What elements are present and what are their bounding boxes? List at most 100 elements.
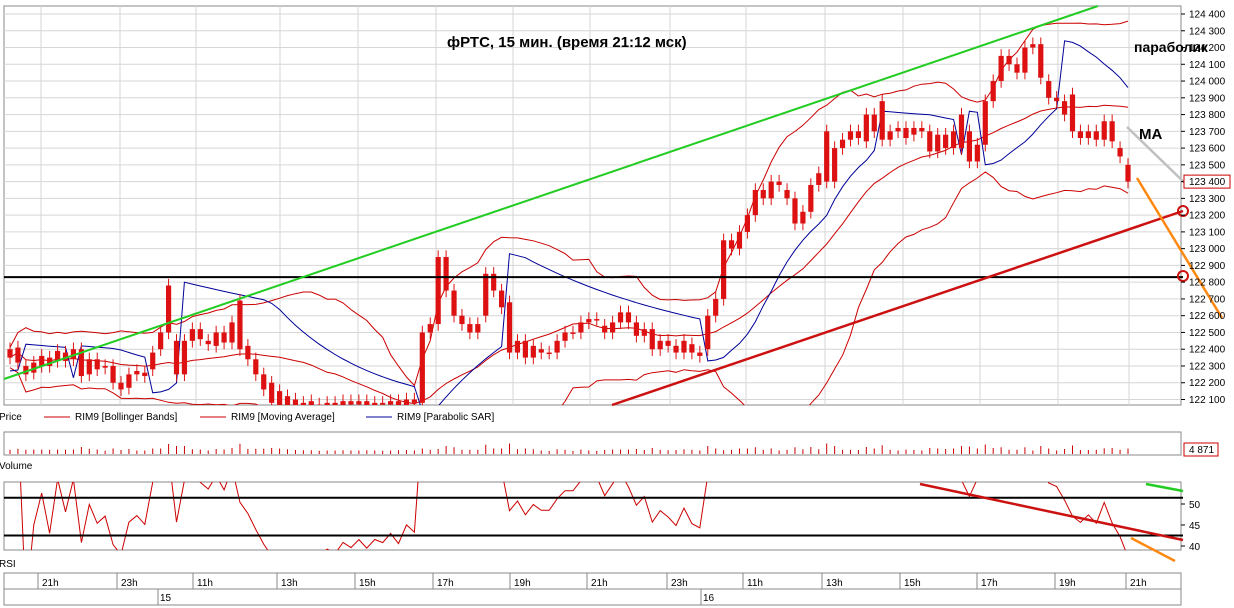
y-tick-label: 123 500 (1189, 160, 1226, 171)
y-tick-label: 123 600 (1189, 144, 1226, 155)
candle-body (324, 402, 330, 405)
y-tick-label: 123 100 (1189, 227, 1226, 238)
candle-body (1038, 44, 1044, 78)
candle-body (1046, 81, 1052, 98)
candle-body (871, 114, 877, 132)
bollinger-lower-line (9, 171, 1129, 405)
candle-body (602, 325, 608, 333)
legend-label: Price (0, 412, 22, 423)
candle-body (308, 401, 314, 405)
candle-body (824, 131, 830, 182)
candle-body (522, 340, 528, 358)
candle-body (752, 189, 758, 216)
red-target-marker (1177, 205, 1189, 217)
rsi-tick-label: 50 (1189, 500, 1201, 511)
candle-body (165, 285, 172, 333)
candle-body (229, 322, 235, 343)
candle-body (808, 184, 814, 212)
time-tick-label: 17h (981, 578, 998, 589)
candle-body (919, 127, 925, 132)
legend-label: RIM9 [Parabolic SAR] (397, 412, 494, 423)
y-tick-label: 122 300 (1189, 361, 1226, 372)
moving-average-line (9, 104, 1129, 405)
candle-body (1006, 55, 1012, 65)
candle-body (1117, 148, 1123, 157)
candle-body (197, 329, 203, 340)
candle-body (181, 340, 188, 375)
time-tick-label: 11h (747, 578, 763, 589)
candle-body (86, 359, 92, 375)
candle-body (863, 114, 869, 142)
candle-body (189, 329, 195, 341)
time-tick-label: 21h (1130, 578, 1147, 589)
candle-body (530, 345, 536, 358)
candle-body (467, 324, 473, 333)
candles (7, 37, 1131, 405)
legend-label: RIM9 [Bollinger Bands] (75, 412, 177, 423)
candle-body (792, 198, 798, 224)
candle-body (895, 127, 901, 132)
candle-body (1109, 121, 1115, 142)
candle-body (23, 365, 29, 375)
rsi-series (20, 482, 1126, 550)
candle-body (380, 402, 386, 405)
legend-item: Price (0, 412, 22, 423)
candle-body (641, 329, 647, 336)
candle-body (586, 319, 592, 323)
candle-body (395, 401, 402, 405)
y-tick-label: 124 100 (1189, 60, 1226, 71)
rsi-orange-projection (1130, 536, 1176, 563)
candle-body (728, 240, 735, 249)
candle-body (1061, 101, 1068, 115)
candle-body (332, 402, 338, 405)
rsi-panel (3, 481, 1182, 551)
candle-body (102, 365, 108, 368)
candle-body (705, 315, 711, 350)
time-tick-label: 15h (904, 578, 921, 589)
candle-body (649, 329, 655, 350)
y-tick-label: 123 900 (1189, 93, 1226, 104)
volume-panel (3, 431, 1182, 456)
annotation-ma: MA (1139, 126, 1162, 143)
time-tick-label: 11h (197, 578, 213, 589)
candle-body (1030, 44, 1036, 48)
candle-body (411, 399, 417, 403)
candle-body (276, 391, 283, 405)
candle-body (39, 355, 45, 366)
candle-body (744, 215, 751, 232)
candle-body (689, 344, 695, 353)
time-tick-label: 21h (591, 578, 608, 589)
candle-body (594, 319, 600, 321)
annotation-parabolic: параболик (1134, 39, 1209, 55)
candle-body (110, 365, 116, 383)
y-tick-label: 124 300 (1189, 26, 1226, 37)
candle-body (776, 181, 782, 185)
candle-body (633, 322, 639, 336)
parabolic-sar-line (9, 40, 1129, 405)
candle-body (1125, 164, 1131, 182)
level-target-marker (1177, 270, 1189, 282)
candle-body (832, 148, 838, 182)
y-tick-label: 123 800 (1189, 110, 1226, 121)
candle-body (625, 312, 632, 323)
green-trendline (3, 5, 1099, 380)
candle-body (459, 315, 465, 325)
rsi-title: RSI (0, 559, 16, 570)
candle-body (150, 352, 156, 370)
candle-body (451, 290, 457, 316)
candle-body (554, 340, 560, 353)
candle-body (47, 357, 53, 366)
candle-body (816, 173, 822, 185)
candle-body (903, 127, 909, 139)
candle-body (538, 349, 544, 353)
last-price-label: 123 400 (1189, 177, 1226, 188)
candle-body (316, 404, 322, 405)
candle-body (205, 340, 211, 345)
candle-body (261, 374, 267, 390)
volume-title: Volume (0, 461, 33, 472)
y-tick-label: 122 500 (1189, 328, 1226, 339)
candle-body (570, 332, 576, 334)
candle-body (673, 345, 679, 353)
candle-body (1069, 94, 1076, 132)
candle-body (982, 101, 988, 145)
